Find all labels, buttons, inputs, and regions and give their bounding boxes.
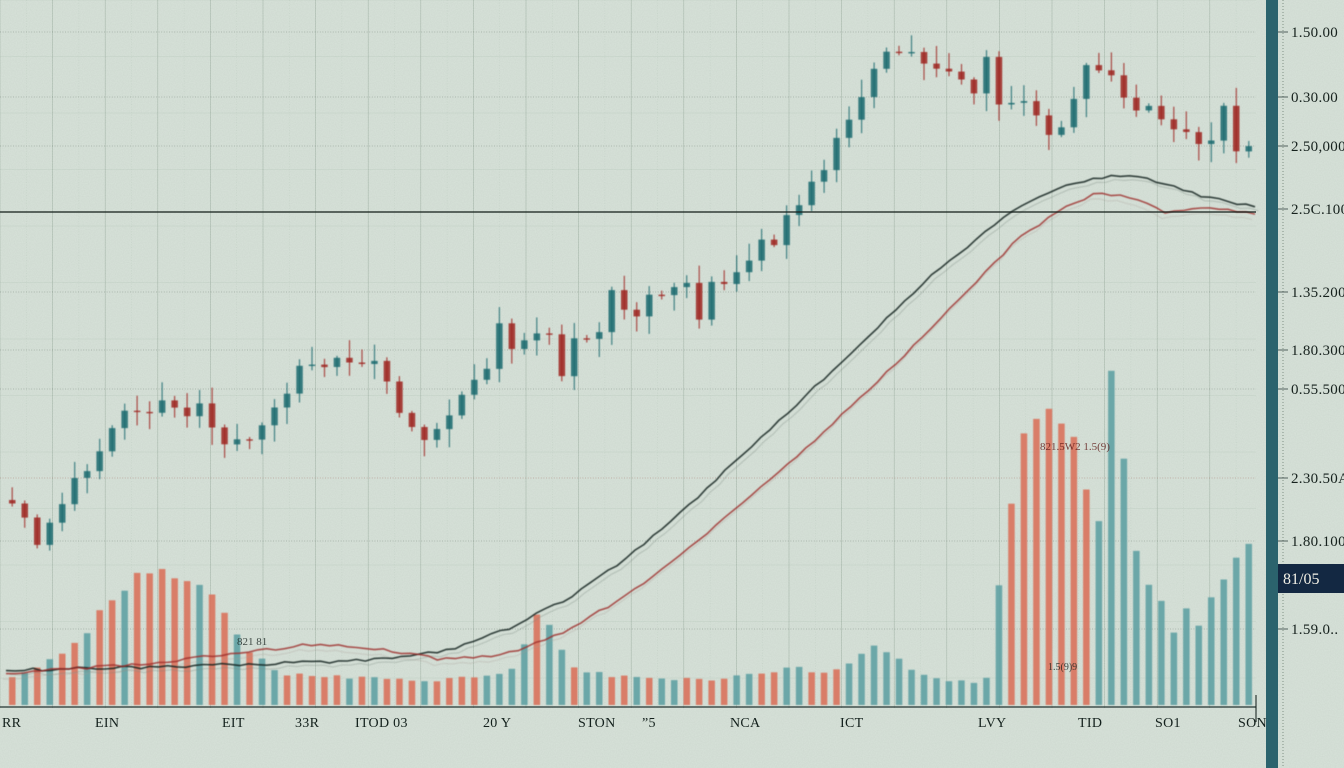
svg-text:0.55.500: 0.55.500 — [1291, 382, 1344, 398]
svg-text:SO1: SO1 — [1155, 716, 1181, 731]
svg-text:STON: STON — [578, 716, 616, 731]
svg-text:0.30.00: 0.30.00 — [1291, 90, 1338, 106]
svg-text:”5: ”5 — [642, 716, 656, 731]
svg-text:1.5(9)9: 1.5(9)9 — [1048, 662, 1077, 673]
svg-text:RR: RR — [2, 716, 22, 731]
svg-text:20 Y: 20 Y — [483, 716, 511, 731]
svg-text:81/05: 81/05 — [1283, 571, 1319, 588]
svg-text:2.30.50A: 2.30.50A — [1291, 471, 1344, 487]
svg-text:EIN: EIN — [95, 716, 119, 731]
svg-text:1.80.300: 1.80.300 — [1291, 343, 1344, 359]
svg-text:2.50,000: 2.50,000 — [1291, 139, 1344, 155]
svg-text:TID: TID — [1078, 716, 1102, 731]
svg-text:ITOD 03: ITOD 03 — [355, 716, 408, 731]
svg-text:NCA: NCA — [730, 716, 761, 731]
svg-text:2.5C.100: 2.5C.100 — [1291, 202, 1344, 218]
svg-text:LVY: LVY — [978, 716, 1006, 731]
svg-text:821 81: 821 81 — [237, 636, 267, 648]
svg-text:SON: SON — [1238, 716, 1267, 731]
svg-text:EIT: EIT — [222, 716, 245, 731]
svg-text:1.59.0..: 1.59.0.. — [1291, 622, 1338, 638]
svg-text:ICT: ICT — [840, 716, 864, 731]
svg-text:1.50.00: 1.50.00 — [1291, 25, 1338, 41]
svg-text:33R: 33R — [295, 716, 320, 731]
svg-text:1.35.200: 1.35.200 — [1291, 285, 1344, 301]
svg-text:821.5W2 1.5(9): 821.5W2 1.5(9) — [1040, 441, 1110, 453]
svg-text:1.80.100: 1.80.100 — [1291, 534, 1344, 550]
